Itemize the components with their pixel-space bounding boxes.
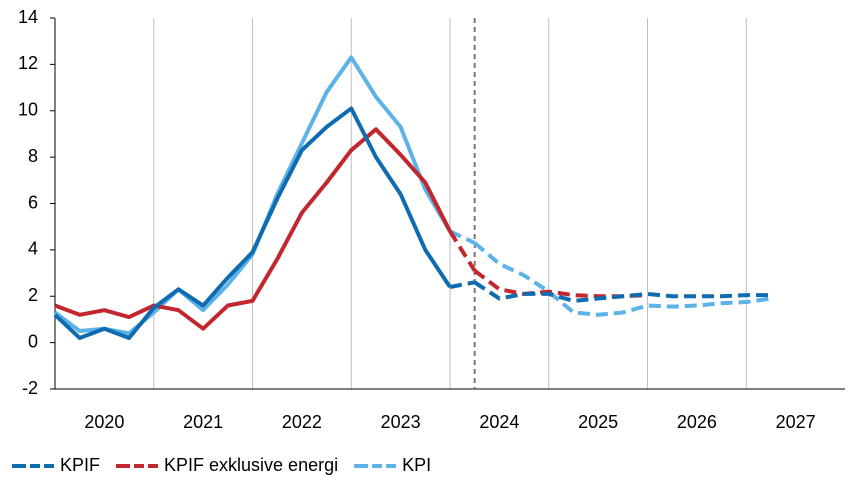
y-tick-label: -2	[22, 378, 38, 398]
y-tick-label: 12	[18, 53, 38, 73]
x-tick-label: 2024	[479, 412, 519, 432]
y-tick-label: 8	[28, 146, 38, 166]
series-line	[54, 127, 452, 331]
legend-label: KPIF	[60, 455, 100, 475]
forecast-line	[473, 280, 771, 303]
y-tick-label: 4	[28, 239, 38, 259]
forecast-line	[473, 269, 648, 299]
legend-label: KPIF exklusive energi	[164, 455, 338, 475]
x-tick-label: 2023	[381, 412, 421, 432]
series-line	[53, 106, 452, 340]
y-tick-label: 10	[18, 100, 38, 120]
series-connector	[448, 230, 477, 272]
series-connector	[449, 280, 476, 289]
y-tick-label: 2	[28, 285, 38, 305]
series-connector	[449, 229, 476, 245]
x-tick-label: 2026	[677, 412, 717, 432]
x-tick-label: 2020	[84, 412, 124, 432]
x-tick-label: 2022	[282, 412, 322, 432]
legend-label: KPI	[402, 455, 431, 475]
x-tick-label: 2025	[578, 412, 618, 432]
y-tick-label: 14	[18, 7, 38, 27]
y-tick-label: 0	[28, 331, 38, 351]
x-tick-label: 2027	[776, 412, 816, 432]
forecast-line	[473, 241, 772, 317]
x-tick-label: 2021	[183, 412, 223, 432]
y-tick-label: 6	[28, 192, 38, 212]
